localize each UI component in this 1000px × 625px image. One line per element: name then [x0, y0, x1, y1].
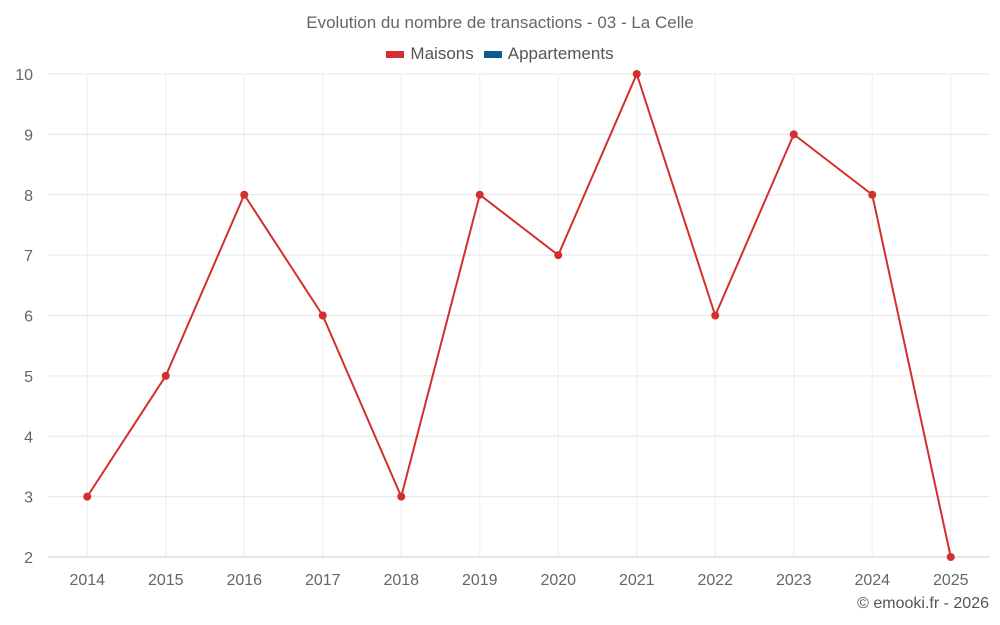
data-point [632, 70, 641, 78]
data-point [711, 311, 720, 320]
data-point [397, 492, 406, 501]
data-point [946, 553, 955, 561]
legend-swatch-appartements [483, 50, 502, 58]
x-tick-label: 2016 [226, 572, 262, 589]
data-point [475, 190, 484, 199]
y-tick-label: 4 [24, 429, 33, 446]
x-tick-label: 2025 [933, 572, 969, 589]
legend-label-maisons: Maisons [410, 44, 474, 63]
x-tick-label: 2015 [148, 572, 184, 589]
x-tick-label: 2019 [462, 572, 498, 589]
y-tick-label: 10 [15, 67, 33, 84]
legend: Maisons Appartements [0, 44, 1000, 64]
x-tick-label: 2014 [69, 572, 105, 589]
data-point [789, 130, 798, 139]
y-tick-label: 6 [24, 309, 33, 326]
data-point [83, 492, 92, 501]
x-tick-label: 2024 [854, 572, 890, 589]
y-tick-label: 9 [24, 127, 33, 144]
data-point [868, 190, 877, 199]
x-tick-label: 2018 [383, 572, 419, 589]
y-tick-label: 8 [24, 188, 33, 205]
legend-item-appartements[interactable]: Appartements [483, 44, 614, 64]
data-point [318, 311, 327, 320]
chart-title: Evolution du nombre de transactions - 03… [306, 13, 694, 32]
data-point [161, 371, 170, 380]
y-tick-label: 3 [24, 490, 33, 507]
legend-label-appartements: Appartements [507, 44, 614, 63]
y-tick-label: 5 [24, 369, 33, 386]
x-tick-label: 2020 [540, 572, 576, 589]
x-tick-label: 2021 [619, 572, 655, 589]
credit: © emooki.fr - 2026 [857, 595, 989, 612]
x-tick-label: 2017 [305, 572, 341, 589]
y-tick-label: 2 [24, 550, 33, 567]
x-tick-label: 2022 [697, 572, 733, 589]
series-line-maisons [86, 73, 952, 558]
data-point [240, 190, 249, 199]
y-tick-label: 7 [24, 248, 33, 265]
data-point [554, 251, 563, 260]
legend-item-maisons[interactable]: Maisons [386, 44, 474, 64]
x-tick-label: 2023 [776, 572, 812, 589]
legend-swatch-maisons [386, 50, 405, 58]
